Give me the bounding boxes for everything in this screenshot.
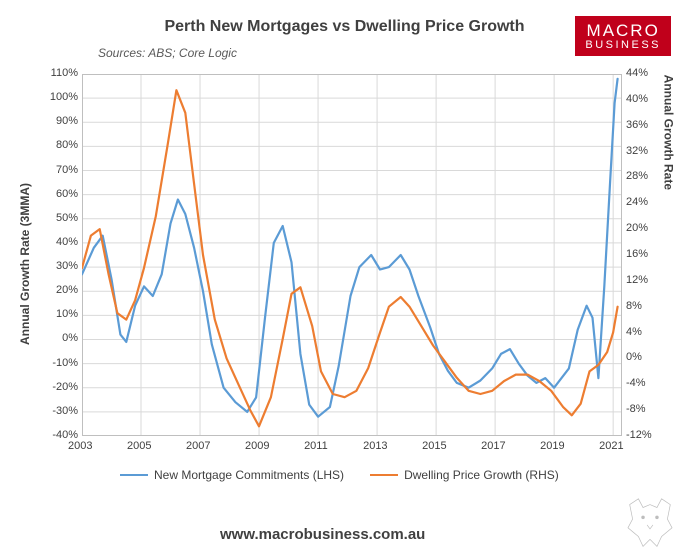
y-right-tick: -12% [626,429,652,441]
legend-swatch [120,474,148,476]
legend: New Mortgage Commitments (LHS) Dwelling P… [120,468,559,482]
y-left-tick: 50% [56,212,78,224]
y-left-tick: 80% [56,139,78,151]
legend-label: New Mortgage Commitments (LHS) [154,468,344,482]
x-tick: 2017 [481,440,505,452]
x-tick: 2013 [363,440,387,452]
x-tick: 2015 [422,440,446,452]
y-right-tick: 36% [626,119,648,131]
y-left-tick: 20% [56,284,78,296]
brand-badge: MACRO BUSINESS [575,16,671,56]
y-left-tick: 60% [56,188,78,200]
y-right-tick: -8% [626,403,646,415]
y-axis-left-label: Annual Growth Rate (3MMA) [18,183,32,345]
x-tick: 2019 [540,440,564,452]
y-right-tick: 0% [626,351,642,363]
y-right-tick: 12% [626,274,648,286]
y-left-tick: -20% [52,381,78,393]
y-right-tick: 32% [626,145,648,157]
y-right-tick: 16% [626,248,648,260]
site-url: www.macrobusiness.com.au [220,526,425,543]
x-tick: 2003 [68,440,92,452]
y-right-tick: 28% [626,170,648,182]
x-tick: 2009 [245,440,269,452]
y-left-tick: -10% [52,357,78,369]
y-right-tick: 40% [626,93,648,105]
y-left-tick: -30% [52,405,78,417]
y-left-tick: 110% [51,67,78,79]
sources-label: Sources: ABS; Core Logic [98,46,237,60]
y-right-tick: 24% [626,196,648,208]
badge-line2: BUSINESS [585,40,661,52]
legend-swatch [370,474,398,476]
x-tick: 2011 [304,440,328,452]
y-left-tick: 100% [50,91,78,103]
y-axis-right-label: Annual Growth Rate [661,75,675,190]
plot-area [82,74,622,436]
chart-container: Perth New Mortgages vs Dwelling Price Gr… [0,0,689,557]
legend-label: Dwelling Price Growth (RHS) [404,468,559,482]
y-left-tick: 40% [56,236,78,248]
y-right-tick: 8% [626,300,642,312]
y-left-tick: 70% [56,164,78,176]
x-tick: 2005 [127,440,151,452]
wolf-icon [621,493,679,551]
x-tick: 2007 [186,440,210,452]
y-right-tick: 20% [626,222,648,234]
y-left-tick: 30% [56,260,78,272]
legend-item: Dwelling Price Growth (RHS) [370,468,559,482]
y-right-tick: 4% [626,326,642,338]
legend-item: New Mortgage Commitments (LHS) [120,468,344,482]
y-right-tick: 44% [626,67,648,79]
y-left-tick: 10% [56,308,78,320]
badge-line1: MACRO [585,22,661,40]
y-right-tick: -4% [626,377,646,389]
y-left-tick: 0% [62,332,78,344]
x-tick: 2021 [599,440,623,452]
y-left-tick: 90% [56,115,78,127]
